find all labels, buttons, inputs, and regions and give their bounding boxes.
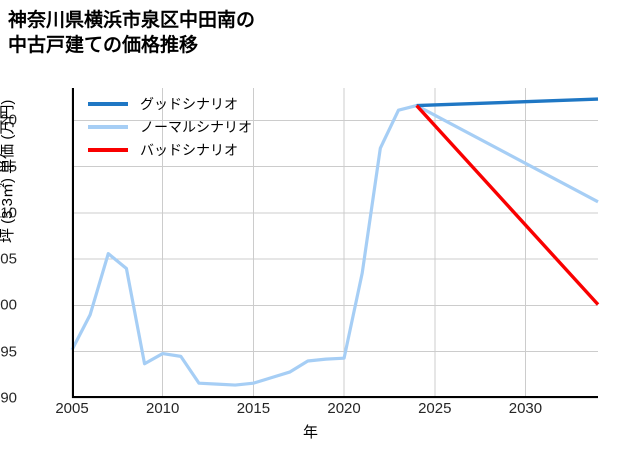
legend-color-swatch — [88, 147, 128, 152]
y-tick-label: 110 — [0, 204, 17, 222]
series-line-bad — [415, 104, 600, 306]
legend-item-label: ノーマルシナリオ — [140, 118, 252, 135]
series-line-good — [416, 97, 599, 108]
series-line-normal — [70, 103, 599, 387]
legend-color-swatch — [88, 124, 128, 129]
grid-lines — [71, 88, 598, 399]
legend-item-label: バッドシナリオ — [140, 141, 238, 158]
chart-legend: グッドシナリオ ノーマルシナリオ バッドシナリオ — [86, 90, 256, 163]
y-tick-label: 115 — [0, 158, 17, 176]
x-tick-label: 2030 — [508, 400, 543, 417]
x-tick-label: 2015 — [236, 400, 271, 417]
x-tick-label: 2010 — [146, 400, 180, 417]
y-axis-label: 坪 (3.3㎡) 単価 (万円) — [0, 99, 16, 243]
series-lines — [70, 97, 600, 387]
y-tick-label: 120 — [0, 111, 17, 129]
legend-item-label: グッドシナリオ — [140, 95, 238, 112]
legend-color-swatch — [88, 101, 128, 106]
legend-item[interactable]: バッドシナリオ — [88, 138, 252, 161]
x-tick-label: 2025 — [418, 400, 452, 417]
y-tick-label: 105 — [0, 250, 17, 268]
x-tick-label: 2005 — [55, 400, 89, 417]
y-tick-label: 95 — [0, 343, 17, 361]
legend-item[interactable]: ノーマルシナリオ — [88, 115, 252, 138]
x-tick-label: 2020 — [327, 400, 361, 417]
page-title: 神奈川県横浜市泉区中田南の 中古戸建ての価格推移 — [8, 10, 256, 57]
x-axis-label: 年 — [302, 424, 318, 441]
y-tick-label: 100 — [0, 296, 17, 314]
legend-item[interactable]: グッドシナリオ — [88, 92, 252, 115]
y-tick-label: 90 — [0, 389, 17, 407]
